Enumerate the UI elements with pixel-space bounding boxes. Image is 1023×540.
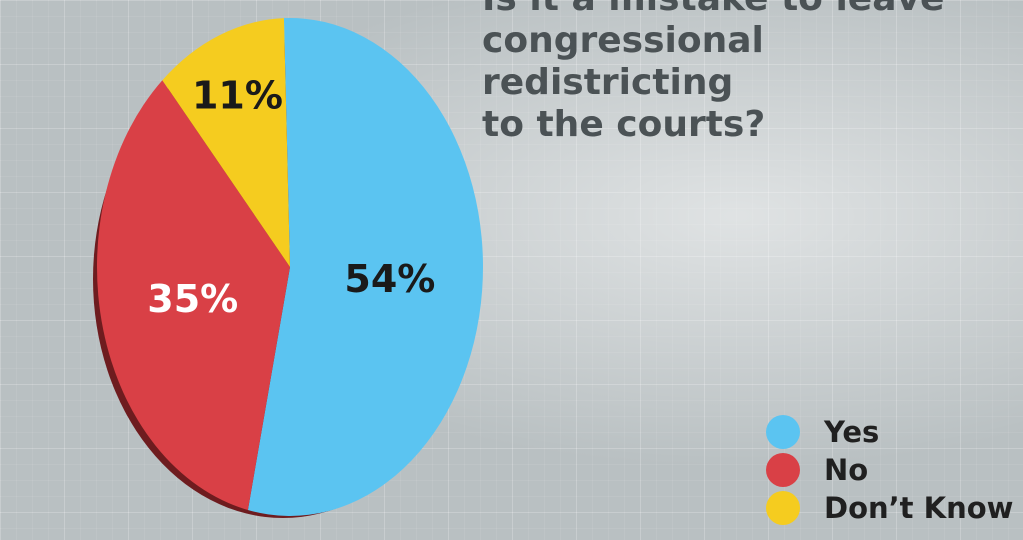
chart-title: Is it a mistake to leave congressional r… (482, 0, 944, 145)
pie-slice-no (96, 80, 290, 511)
pie-slice-yes (247, 17, 484, 516)
legend-label-yes: Yes (824, 415, 880, 449)
legend-swatch-no (766, 453, 800, 487)
legend-item-yes: Yes (766, 413, 1013, 451)
legend-swatch-dont-know (766, 491, 800, 525)
pie-slice-dont-know (162, 18, 290, 268)
legend-label-no: No (824, 453, 869, 487)
legend-item-no: No (766, 451, 1013, 489)
legend-item-dont-know: Don’t Know (766, 489, 1013, 527)
slice-label-yes: 54% (344, 257, 435, 301)
legend-label-dont-know: Don’t Know (824, 491, 1014, 525)
slice-label-dont-know: 11% (192, 74, 283, 118)
slice-label-no: 35% (147, 277, 238, 321)
legend-swatch-yes (766, 415, 800, 449)
legend: Yes No Don’t Know (766, 413, 1013, 527)
